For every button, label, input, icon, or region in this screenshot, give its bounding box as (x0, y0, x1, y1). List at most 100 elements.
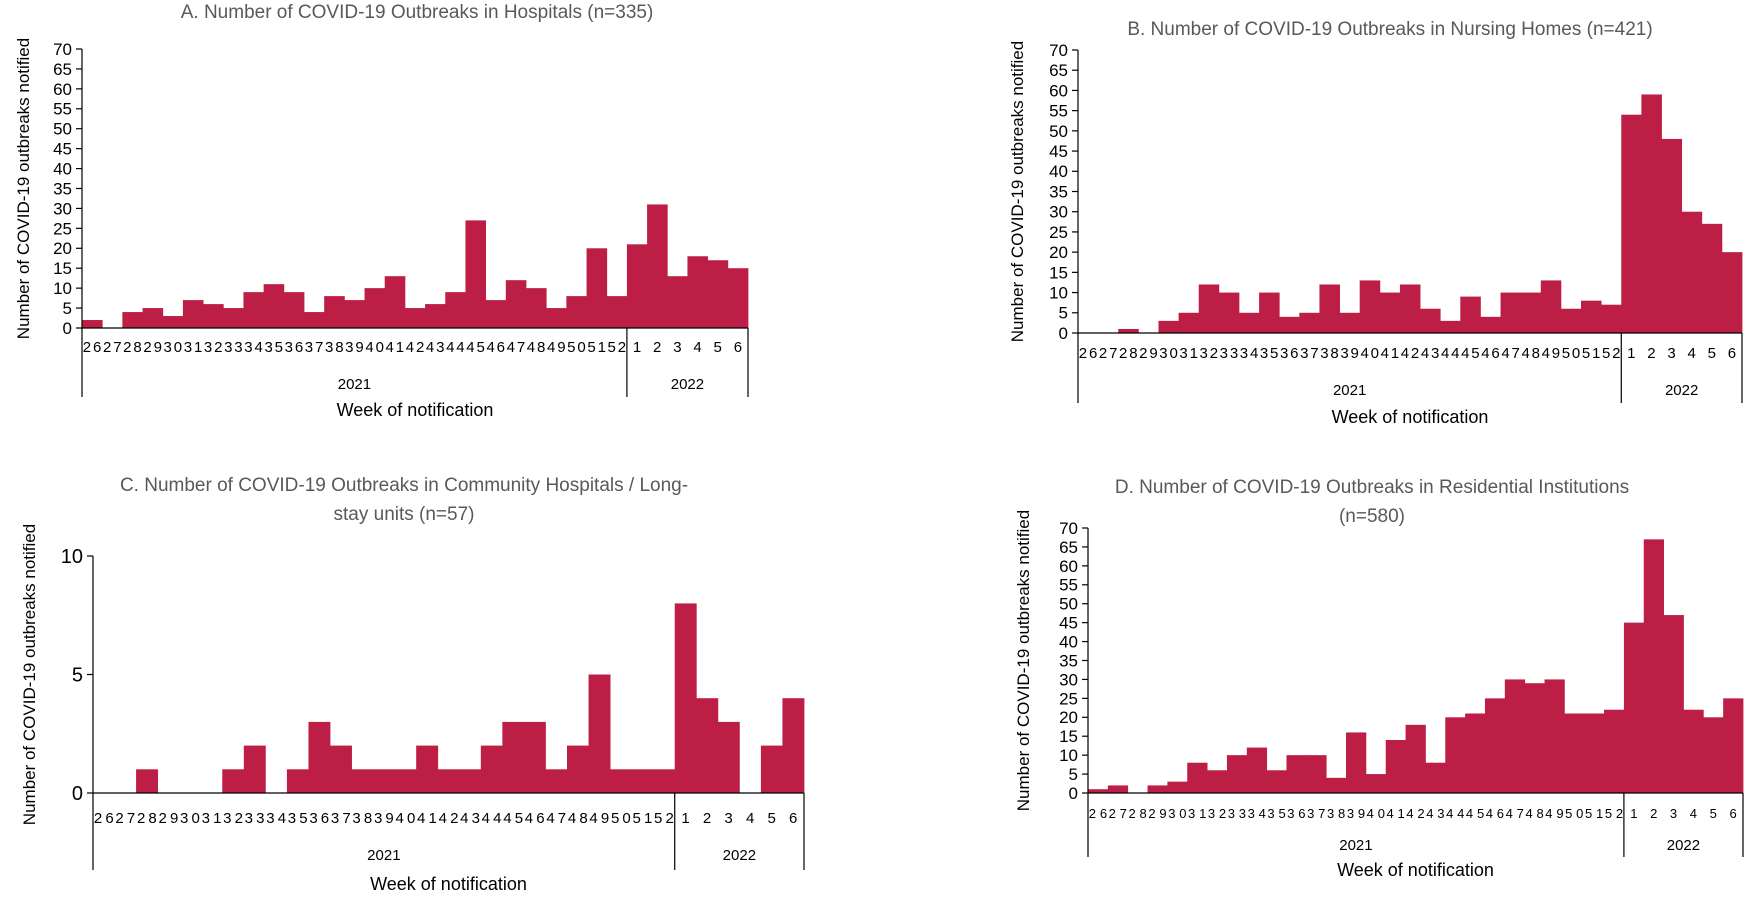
x-tick-label: 44 (1441, 345, 1460, 362)
y-tick-label: 45 (1049, 142, 1068, 161)
x-tick-label: 43 (1426, 806, 1444, 821)
bar-6-32 (1723, 698, 1744, 793)
bar-33-7 (1226, 755, 1248, 793)
x-tick-label: 45 (466, 339, 485, 356)
bar-28-2 (136, 769, 159, 793)
x-tick-label: 4 (1688, 345, 1696, 362)
chart-title-line-1: D. Number of COVID-19 Outbreaks in Resid… (1115, 477, 1629, 498)
bar-32-6 (1198, 284, 1220, 333)
y-tick-label: 20 (1049, 243, 1068, 262)
x-tick-label: 33 (1228, 806, 1246, 821)
x-tick-label: 4 (693, 339, 701, 356)
y-tick-label: 10 (53, 279, 72, 298)
x-tick-label: 31 (1188, 806, 1206, 821)
y-tick-label: 45 (53, 140, 72, 159)
x-tick-label: 5 (768, 810, 776, 827)
bar-41-15 (416, 745, 439, 793)
y-tick-label: 10 (61, 546, 83, 568)
bar-44-18 (1445, 717, 1466, 793)
y-tick-label: 60 (53, 80, 72, 99)
x-tick-label: 44 (1446, 806, 1464, 821)
y-tick-label: 0 (1069, 784, 1078, 803)
y-tick-label: 0 (1059, 324, 1068, 343)
bar-45-19 (1465, 713, 1486, 793)
x-tick-label: 52 (1602, 345, 1621, 362)
bar-3-29 (667, 276, 688, 328)
x-tick-label: 27 (103, 339, 122, 356)
x-tick-label: 34 (1240, 345, 1259, 362)
x-tick-label: 29 (1139, 345, 1158, 362)
chart-title-line-2: (n=580) (1339, 506, 1405, 527)
x-tick-label: 34 (244, 339, 263, 356)
chart-b: B. Number of COVID-19 Outbreaks in Nursi… (1008, 19, 1743, 427)
bar-1-27 (626, 244, 648, 328)
bar-4-30 (1681, 211, 1703, 333)
x-tick-label: 49 (547, 339, 566, 356)
y-tick-label: 25 (1049, 223, 1068, 242)
bar-33-7 (243, 745, 266, 793)
bar-50-24 (1564, 713, 1585, 793)
x-tick-label: 26 (1089, 806, 1107, 821)
bar-52-26 (1604, 709, 1625, 793)
x-tick-label: 30 (164, 339, 183, 356)
x-tick-label: 28 (137, 810, 157, 827)
x-tick-label: 48 (1525, 806, 1543, 821)
x-tick-label: 35 (288, 810, 308, 827)
bar-41-15 (384, 276, 406, 328)
x-tick-label: 34 (266, 810, 286, 827)
year-group-label: 2021 (1339, 837, 1372, 854)
x-tick-label: 41 (417, 810, 437, 827)
x-tick-label: 40 (1367, 806, 1385, 821)
bar-34-8 (243, 292, 265, 328)
x-tick-label: 35 (264, 339, 283, 356)
bar-36-10 (283, 292, 305, 328)
x-tick-label: 43 (1421, 345, 1440, 362)
y-tick-label: 40 (53, 160, 72, 179)
bar-49-23 (1540, 280, 1562, 333)
y-tick-label: 70 (53, 40, 72, 59)
bar-29-3 (142, 308, 164, 328)
x-tick-label: 38 (1320, 345, 1339, 362)
year-group-label: 2022 (1667, 837, 1700, 854)
bar-47-21 (1504, 679, 1526, 793)
y-tick-label: 5 (72, 665, 83, 687)
bar-48-22 (1520, 292, 1542, 333)
bar-35-9 (286, 769, 309, 793)
x-tick-label: 1 (681, 810, 689, 827)
y-tick-label: 25 (53, 219, 72, 238)
y-tick-label: 65 (1059, 538, 1078, 557)
bar-6-32 (782, 698, 805, 793)
x-tick-label: 42 (1406, 806, 1424, 821)
x-tick-label: 48 (1521, 345, 1540, 362)
bar-41-15 (1379, 292, 1401, 333)
year-group-label: 2022 (723, 847, 756, 864)
bar-5-31 (1701, 223, 1723, 333)
y-tick-label: 0 (72, 783, 83, 805)
x-axis-label: Week of notification (337, 400, 494, 420)
bar-45-19 (465, 220, 487, 328)
y-tick-label: 35 (53, 179, 72, 198)
bar-40-14 (1365, 774, 1387, 793)
bar-28-2 (1118, 328, 1139, 333)
bar-45-19 (1460, 296, 1481, 333)
bar-49-23 (588, 674, 611, 793)
bar-5-31 (1703, 717, 1724, 793)
x-tick-label: 27 (1109, 806, 1127, 821)
x-axis-label: Week of notification (1332, 407, 1489, 427)
bar-51-25 (1584, 713, 1605, 793)
x-tick-label: 46 (486, 339, 505, 356)
bar-38-12 (351, 769, 374, 793)
bar-40-14 (364, 288, 386, 328)
x-tick-label: 29 (143, 339, 162, 356)
x-tick-label: 49 (1545, 806, 1563, 821)
x-tick-label: 36 (1287, 806, 1305, 821)
year-group-label: 2021 (1333, 382, 1366, 399)
chart-d: D. Number of COVID-19 Outbreaks in Resid… (1014, 477, 1744, 880)
x-tick-label: 50 (1565, 806, 1583, 821)
y-tick-label: 45 (1059, 614, 1078, 633)
bar-5-31 (707, 260, 729, 328)
x-tick-label: 52 (608, 339, 627, 356)
x-tick-label: 32 (223, 810, 243, 827)
bar-48-22 (526, 288, 547, 328)
